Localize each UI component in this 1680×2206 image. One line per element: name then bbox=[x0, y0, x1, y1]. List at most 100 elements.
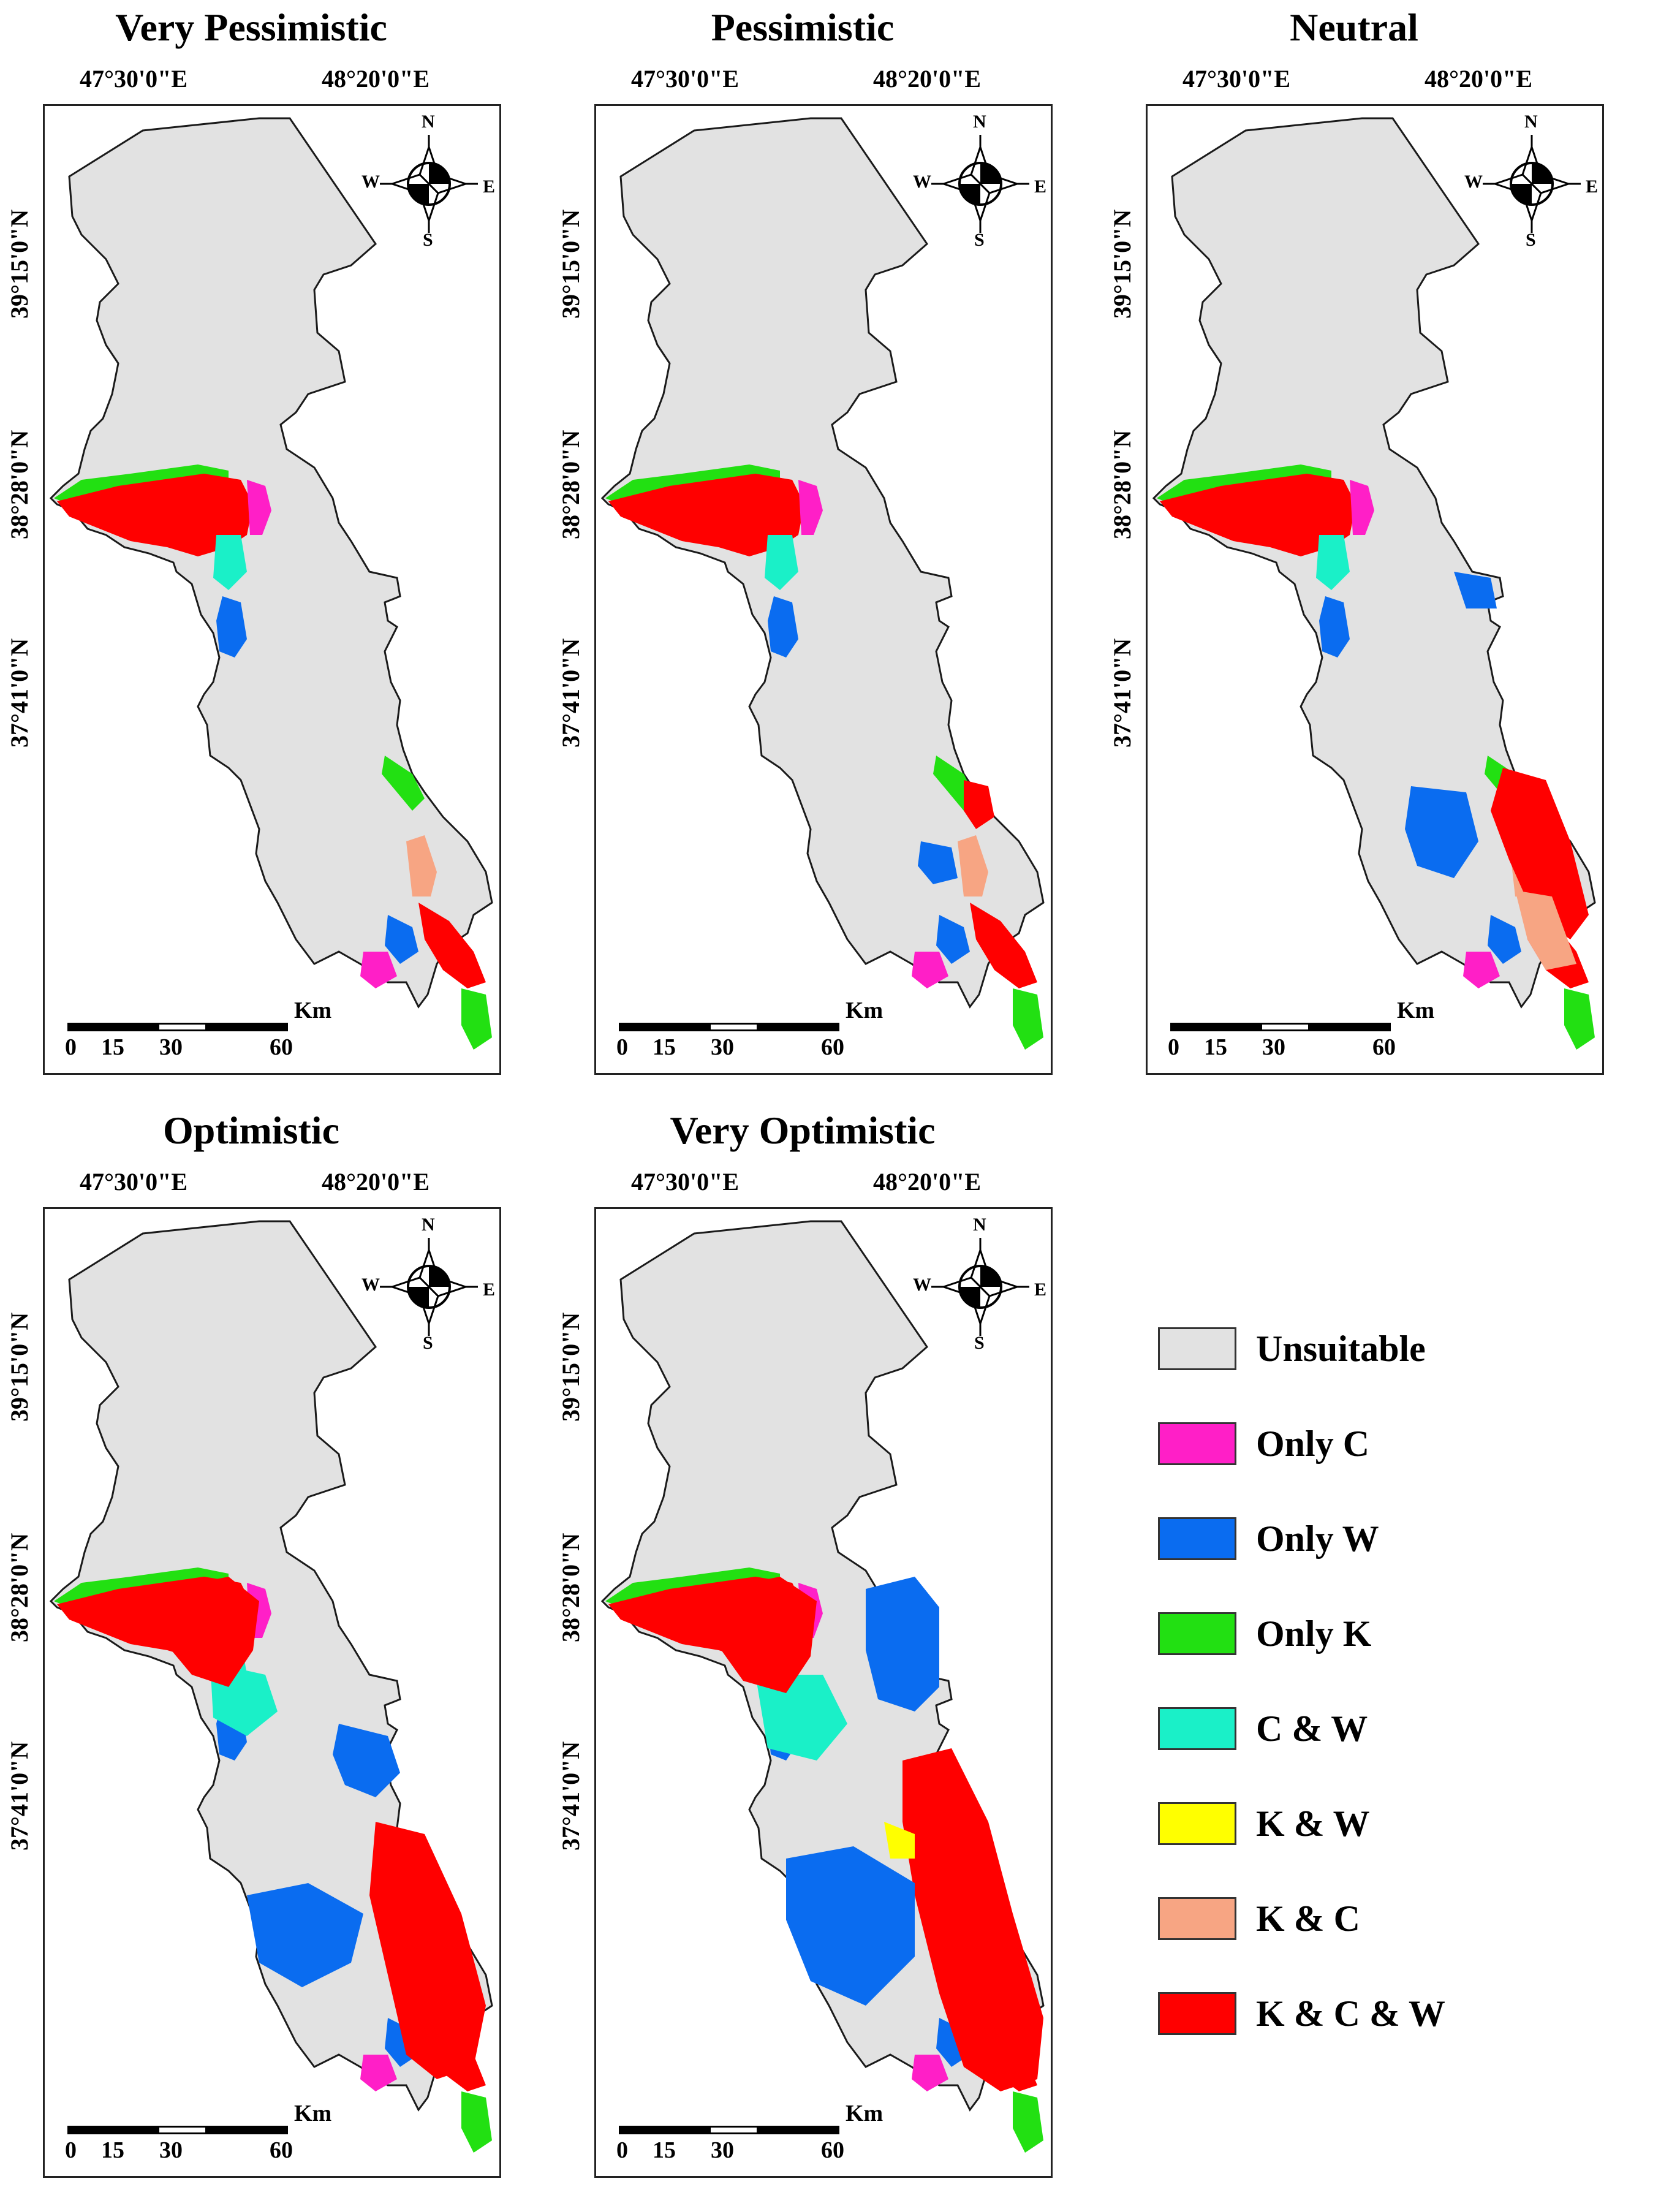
suitability-zone bbox=[1013, 988, 1043, 1050]
map-frame bbox=[594, 1207, 1053, 2178]
north-arrow: N S W E bbox=[913, 1215, 1046, 1354]
suitability-zone bbox=[1160, 474, 1356, 556]
compass-e: E bbox=[1034, 1279, 1047, 1300]
scale-unit: Km bbox=[846, 2101, 884, 2126]
suitability-zone bbox=[755, 1675, 847, 1761]
suitability-zone bbox=[1463, 952, 1500, 988]
suitability-zone bbox=[1013, 2091, 1043, 2153]
province-shape bbox=[600, 117, 1045, 1009]
compass-n: N bbox=[422, 1215, 435, 1235]
legend-swatch bbox=[1158, 1707, 1236, 1750]
scale-tick-label: 0 bbox=[616, 2137, 628, 2163]
legend-item: Only K bbox=[1158, 1609, 1660, 1664]
suitability-zone bbox=[884, 1822, 915, 1859]
compass-w: W bbox=[913, 172, 931, 192]
suitability-zone bbox=[369, 1822, 486, 2079]
longitude-label: 48°20'0"E bbox=[1425, 65, 1532, 93]
legend-swatch bbox=[1158, 1517, 1236, 1560]
latitude-label: 38°28'0"N bbox=[6, 1533, 33, 1642]
north-arrow: N S W E bbox=[361, 112, 495, 251]
scale-tick-label: 60 bbox=[270, 2137, 293, 2163]
suitability-zones bbox=[54, 1567, 492, 2153]
compass-e: E bbox=[483, 176, 496, 197]
suitability-zone bbox=[918, 841, 958, 884]
legend-swatch bbox=[1158, 1802, 1236, 1845]
suitability-zone bbox=[1564, 988, 1595, 1050]
suitability-zones bbox=[1157, 464, 1595, 1050]
scale-tick-label: 15 bbox=[653, 1034, 676, 1060]
suitability-map bbox=[600, 117, 1045, 1050]
longitude-label: 48°20'0"E bbox=[873, 65, 981, 93]
scale-tick-label: 15 bbox=[101, 1034, 124, 1060]
map-frame bbox=[1146, 104, 1604, 1075]
suitability-map bbox=[1152, 117, 1596, 1050]
scale-tick-label: 15 bbox=[101, 2137, 124, 2163]
longitude-label: 47°30'0"E bbox=[80, 1168, 187, 1196]
scale-tick-label: 0 bbox=[616, 1034, 628, 1060]
latitude-label: 37°41'0"N bbox=[557, 638, 585, 748]
suitability-zone bbox=[912, 2055, 948, 2091]
latitude-label: 37°41'0"N bbox=[1108, 638, 1136, 748]
legend-label: C & W bbox=[1256, 1708, 1368, 1749]
suitability-zone bbox=[333, 1724, 400, 1797]
scale-tick-label: 30 bbox=[711, 2137, 734, 2163]
scale-tick-label: 30 bbox=[159, 2137, 183, 2163]
scale-unit: Km bbox=[846, 998, 884, 1023]
suitability-zone bbox=[57, 474, 253, 556]
legend-label: K & W bbox=[1256, 1803, 1370, 1844]
suitability-zone bbox=[382, 756, 425, 811]
north-arrow: N S W E bbox=[361, 1215, 495, 1354]
longitude-label: 48°20'0"E bbox=[873, 1168, 981, 1196]
latitude-label: 37°41'0"N bbox=[6, 638, 33, 748]
legend-swatch bbox=[1158, 1422, 1236, 1465]
map-frame bbox=[43, 1207, 501, 2178]
compass-e: E bbox=[1586, 176, 1599, 197]
legend-swatch bbox=[1158, 1612, 1236, 1655]
suitability-zone bbox=[786, 1846, 915, 2006]
suitability-zone bbox=[713, 1577, 817, 1693]
suitability-zone bbox=[768, 596, 798, 658]
scale-bar: Km 0 15 30 60 bbox=[65, 998, 411, 1069]
suitability-zone bbox=[360, 2055, 397, 2091]
suitability-zone bbox=[765, 535, 798, 590]
legend-label: Only W bbox=[1256, 1518, 1379, 1559]
map-frame bbox=[43, 104, 501, 1075]
compass-e: E bbox=[1034, 176, 1047, 197]
suitability-zones bbox=[605, 1567, 1043, 2153]
scale-tick-label: 0 bbox=[65, 1034, 77, 1060]
suitability-zone bbox=[1488, 915, 1521, 964]
suitability-zones bbox=[54, 464, 492, 1050]
scale-tick-label: 60 bbox=[821, 2137, 844, 2163]
legend-label: K & C bbox=[1256, 1898, 1360, 1939]
scale-tick-label: 30 bbox=[711, 1034, 734, 1060]
legend-label: Only C bbox=[1256, 1423, 1370, 1464]
legend-item: C & W bbox=[1158, 1704, 1660, 1759]
map-panel: Neutral 47°30'0"E 48°20'0"E N bbox=[1103, 0, 1605, 1078]
longitude-label: 47°30'0"E bbox=[631, 1168, 739, 1196]
latitude-label: 39°15'0"N bbox=[557, 209, 585, 319]
scale-bar: Km 0 15 30 60 bbox=[616, 998, 962, 1069]
compass-s: S bbox=[974, 230, 985, 250]
compass-s: S bbox=[423, 1333, 433, 1353]
suitability-zone bbox=[1316, 535, 1350, 590]
latitude-label: 38°28'0"N bbox=[557, 1533, 585, 1642]
map-panel: Pessimistic 47°30'0"E 48°20'0"E N bbox=[551, 0, 1054, 1078]
compass-w: W bbox=[361, 1275, 380, 1295]
suitability-zone bbox=[1454, 572, 1497, 608]
panel-title: Very Pessimistic bbox=[115, 6, 387, 49]
panel-title: Pessimistic bbox=[711, 6, 895, 49]
panel-title: Neutral bbox=[1290, 6, 1418, 49]
suitability-zone bbox=[1350, 480, 1374, 535]
suitability-zone bbox=[608, 474, 804, 556]
map-panel: Very Optimistic 47°30'0"E 48°20'0"E bbox=[551, 1103, 1054, 2181]
scale-tick-label: 15 bbox=[1204, 1034, 1227, 1060]
legend: Unsuitable Only C Only W Only K C & W K & W K … bbox=[1158, 1324, 1660, 2071]
legend-item: K & C & W bbox=[1158, 1988, 1660, 2044]
scale-bar: Km 0 15 30 60 bbox=[616, 2101, 962, 2172]
suitability-zone bbox=[216, 596, 247, 658]
legend-item: K & C bbox=[1158, 1893, 1660, 1949]
scale-tick-label: 0 bbox=[65, 2137, 77, 2163]
scale-unit: Km bbox=[294, 2101, 332, 2126]
north-arrow: N S W E bbox=[1464, 112, 1598, 251]
suitability-zone bbox=[461, 2091, 492, 2153]
